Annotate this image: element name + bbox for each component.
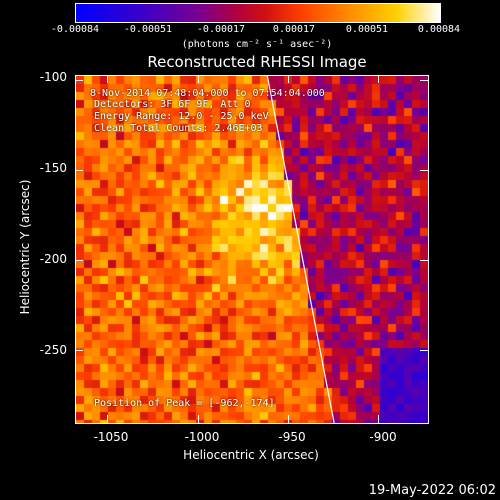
datestamp: 19-May-2022 06:02 — [368, 483, 496, 498]
colorbar-tick-label: 0.00084 — [417, 24, 461, 35]
x-axis-label: Heliocentric X (arcsec) — [183, 448, 319, 462]
y-tick-label: -200 — [39, 252, 67, 266]
axis-tick — [378, 415, 380, 423]
x-tick-label: -1000 — [184, 430, 220, 444]
x-tick-label: -1050 — [93, 430, 129, 444]
axis-tick — [420, 80, 428, 82]
energy-range-text: Energy Range: 12.0 - 25.0 keV — [94, 111, 269, 122]
colorbar-tick-label: 0.00051 — [345, 24, 389, 35]
x-tick-label: -950 — [278, 430, 306, 444]
limb-overlay — [266, 76, 335, 423]
y-tick-label: -150 — [39, 161, 67, 175]
axis-tick — [75, 170, 83, 172]
heatmap-image — [76, 76, 428, 423]
axis-tick — [420, 260, 428, 262]
time-range-text: 8-Nov-2014 07:48:04.000 to 07:54:04.000 — [90, 88, 325, 99]
axis-tick — [420, 170, 428, 172]
colorbar-tick-label: 0.00017 — [272, 24, 316, 35]
axis-tick — [75, 80, 83, 82]
colorbar — [75, 3, 441, 23]
y-axis-label: Heliocentric Y (arcsec) — [18, 179, 32, 315]
axis-tick — [288, 415, 289, 423]
x-tick-label: -900 — [369, 430, 397, 444]
axis-tick — [378, 75, 380, 83]
axis-tick — [75, 350, 83, 352]
clean-counts-text: Clean Total Counts: 2.46E+03 — [94, 123, 263, 134]
detectors-text: Detectors: 3F 6F 9F, Att 0 — [94, 99, 251, 110]
colorbar-tick-label: -0.00084 — [50, 24, 100, 35]
colorbar-units: (photons cm⁻² s⁻¹ asec⁻²) — [181, 39, 333, 50]
plot-title: Reconstructed RHESSI Image — [147, 53, 367, 71]
colorbar-tick-label: -0.00017 — [196, 24, 246, 35]
axis-tick — [197, 75, 199, 83]
y-tick-label: -250 — [39, 343, 67, 357]
axis-tick — [197, 415, 199, 423]
solar-limb-line — [266, 76, 335, 423]
axis-tick — [75, 260, 83, 262]
axis-tick — [288, 75, 289, 83]
axis-tick — [107, 75, 109, 83]
colorbar-tick-label: -0.00051 — [123, 24, 173, 35]
peak-position-text: Position of Peak = [-962,-174] — [94, 398, 275, 409]
y-tick-label: -100 — [39, 70, 67, 84]
image-plot-area: 8-Nov-2014 07:48:04.000 to 07:54:04.000 … — [75, 75, 429, 424]
axis-tick — [420, 350, 428, 352]
axis-tick — [107, 415, 109, 423]
